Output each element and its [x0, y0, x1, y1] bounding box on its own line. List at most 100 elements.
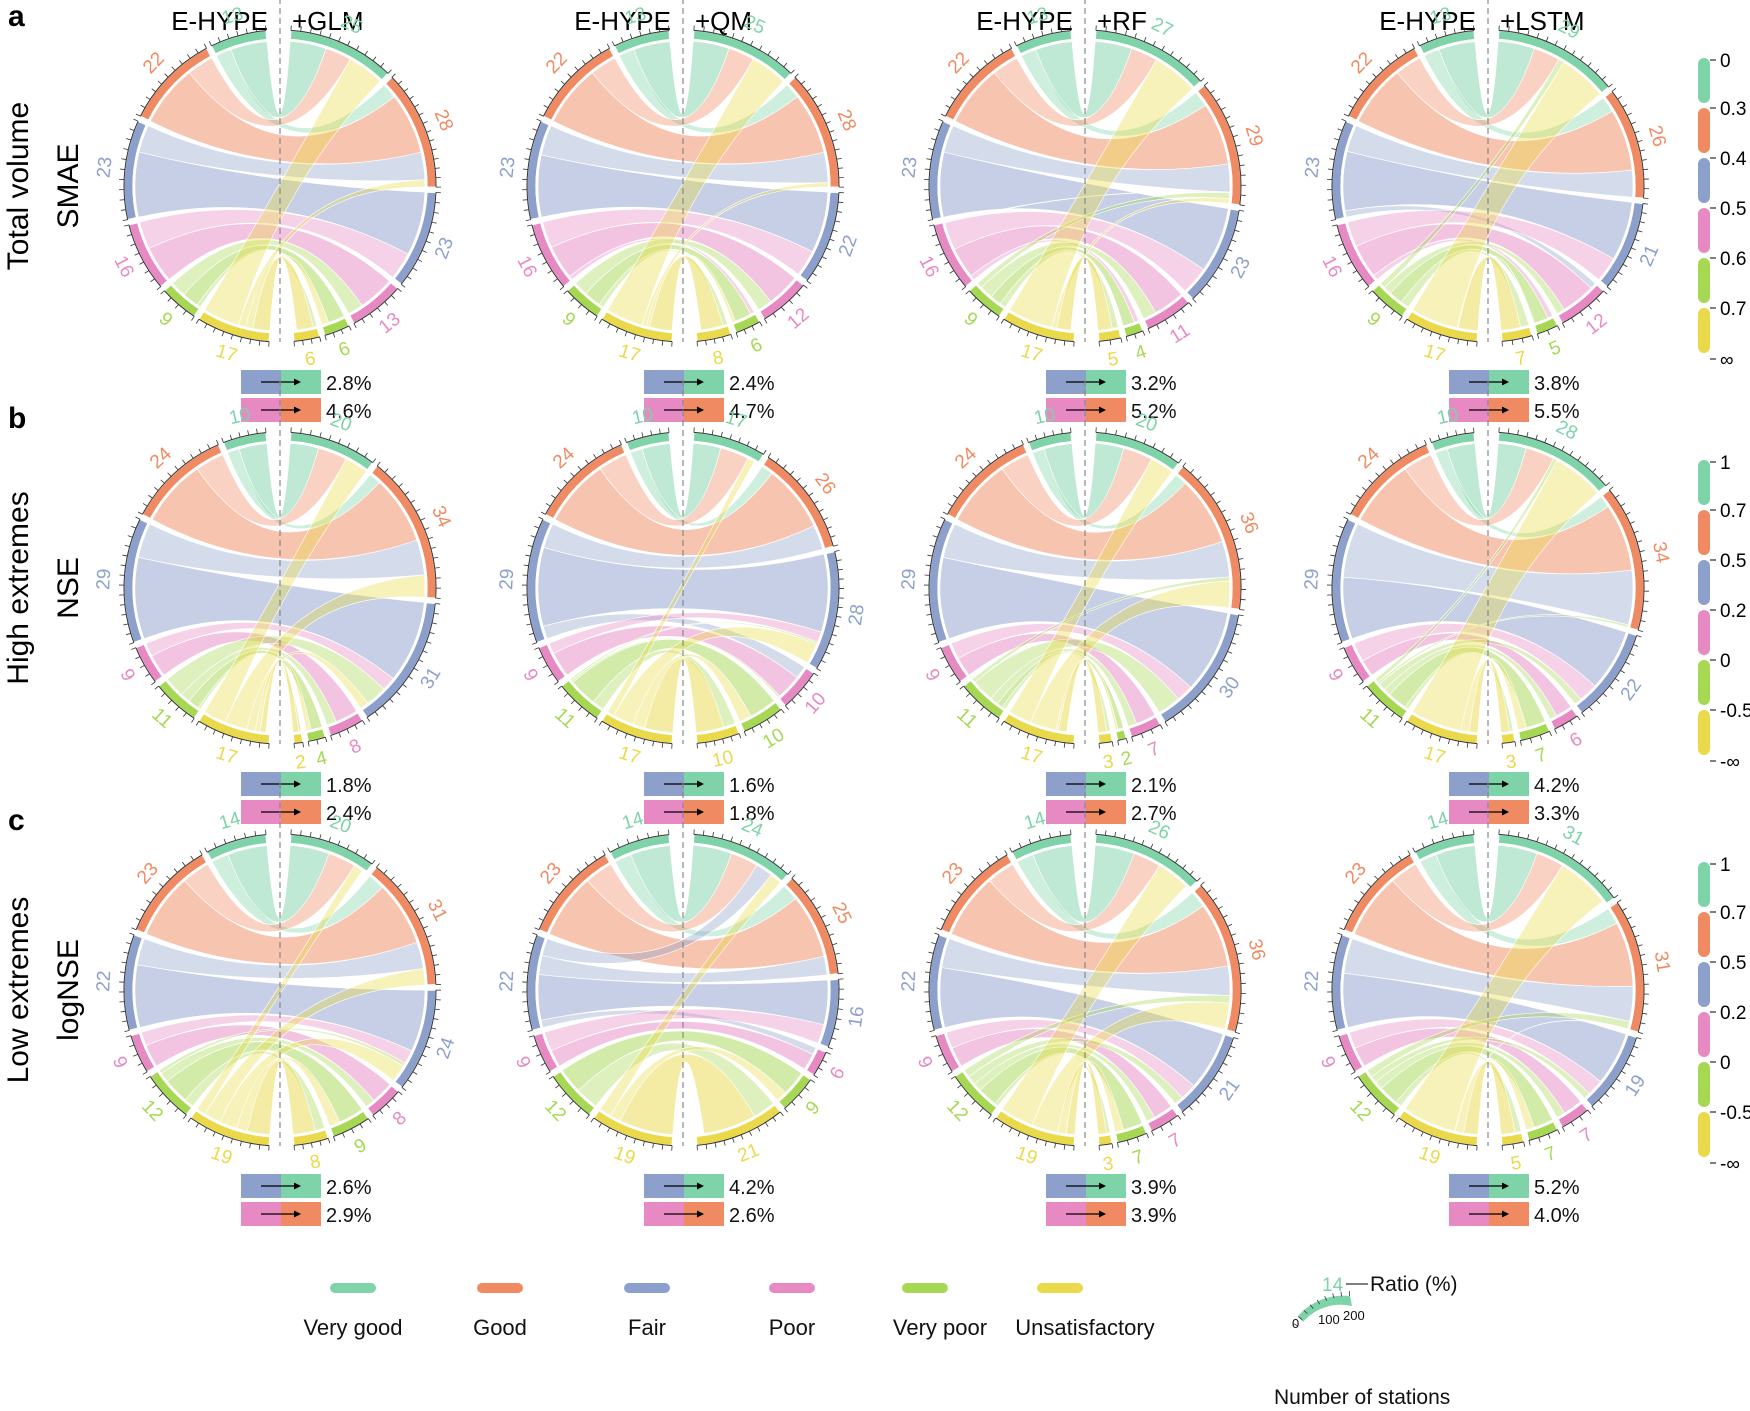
rim-tick — [1231, 933, 1236, 936]
rim-tick — [319, 30, 322, 36]
rim-tick — [379, 1109, 384, 1115]
ribbon-4-4 — [166, 1041, 363, 1123]
segment-count-label: 17 — [1421, 340, 1448, 366]
arc-inner-edge — [132, 937, 144, 1029]
rim-tick — [938, 118, 944, 122]
segment-count-label: 9 — [913, 1053, 936, 1071]
rim-line — [211, 30, 267, 47]
arc-inner-edge — [1608, 907, 1636, 1030]
rim-tick — [524, 961, 530, 964]
rim-tick — [1403, 1122, 1407, 1128]
rim-tick — [555, 1084, 560, 1089]
rim-tick — [555, 891, 560, 895]
rim-line — [1117, 737, 1127, 742]
rim-tick — [401, 1087, 407, 1091]
ratio-value: 5.2% — [1131, 401, 1177, 423]
rim-tick — [1352, 270, 1358, 274]
ratio-poor-to-good: 4.0% — [1449, 1202, 1580, 1227]
rim-line — [1098, 1143, 1113, 1146]
rim-tick — [1120, 337, 1123, 343]
rim-tick — [934, 932, 940, 936]
arc-inner-edge — [1340, 522, 1358, 640]
ribbon-0-1 — [614, 854, 796, 937]
rim-tick — [705, 340, 707, 346]
rim-tick — [523, 1010, 529, 1013]
rim-tick — [1508, 830, 1510, 836]
segment-count-label: 10 — [227, 404, 252, 429]
rim-tick — [730, 334, 733, 340]
arc-inner-edge — [1095, 440, 1174, 472]
rim-line — [806, 192, 840, 282]
ribbon-1-0 — [587, 853, 758, 932]
ribbon-2-1 — [943, 125, 1231, 193]
rim-tick — [522, 604, 528, 606]
rim-tick — [1164, 319, 1169, 325]
rim-tick — [1063, 742, 1066, 748]
rim-tick — [385, 1103, 390, 1109]
rim-tick — [324, 335, 327, 341]
rim-tick — [955, 278, 960, 283]
arc-inner-edge — [807, 553, 831, 665]
arc-inner-edge — [962, 1070, 998, 1108]
rim-tick — [763, 449, 767, 455]
rim-tick — [729, 434, 732, 440]
rim-tick — [772, 313, 777, 318]
rim-tick — [1625, 1062, 1631, 1066]
rim-tick — [1229, 528, 1235, 531]
rim-tick — [1457, 339, 1460, 345]
rim-tick — [131, 927, 137, 931]
rim-tick — [1381, 868, 1386, 873]
rim-tick — [1364, 286, 1370, 291]
ribbon-5-1 — [238, 179, 426, 328]
rim-tick — [1223, 659, 1229, 663]
ribbons — [939, 443, 1231, 733]
rim-tick — [560, 80, 566, 85]
rim-tick — [221, 331, 225, 337]
arc-inner-edge — [758, 278, 797, 312]
rim-tick — [1134, 435, 1137, 441]
rim-line — [330, 720, 363, 737]
rim-tick — [818, 1067, 823, 1071]
rim-tick — [1587, 865, 1591, 871]
rim-tick — [133, 118, 139, 122]
ribbon-4-1 — [1377, 614, 1629, 685]
rim-tick — [722, 336, 725, 342]
rim-tick — [757, 1126, 761, 1132]
rim-tick — [836, 211, 842, 213]
rim-tick — [1331, 148, 1337, 151]
arc-inner-edge — [132, 522, 150, 640]
arrow-right-icon — [294, 780, 301, 788]
rim-tick — [601, 448, 605, 454]
arc-inner-edge — [1098, 731, 1111, 735]
rim-tick — [1327, 168, 1333, 170]
ribbon-4-2 — [974, 638, 1179, 713]
rim-tick — [389, 698, 394, 703]
row-label-metric: SMAE — [52, 143, 85, 228]
rim-tick — [720, 431, 723, 437]
arc-inner-edge — [215, 39, 267, 56]
rim-tick — [1570, 1121, 1575, 1127]
rim-tick — [1327, 604, 1333, 606]
rim-line — [945, 47, 1012, 117]
scale-tick-label: 0.2 — [1720, 601, 1746, 622]
rim-tick — [1060, 26, 1062, 32]
rim-tick — [629, 33, 633, 39]
legend-swatch-4 — [902, 1283, 948, 1293]
rim-tick — [1182, 864, 1187, 869]
arc-inner-edge — [1192, 890, 1233, 1030]
rim-tick — [1213, 676, 1218, 680]
ribbons — [537, 41, 829, 331]
rim-line — [526, 934, 538, 1031]
rim-tick — [406, 275, 412, 280]
arc-inner-edge — [777, 1073, 804, 1102]
rim-line — [928, 120, 944, 220]
arc-inner-edge — [132, 124, 148, 218]
rim-tick — [328, 435, 332, 441]
rim-tick — [1466, 340, 1469, 346]
segment-count-label: 17 — [213, 742, 240, 768]
rim-tick — [173, 868, 178, 873]
arc-inner-edge — [942, 222, 974, 282]
ratio-value: 4.7% — [729, 401, 775, 423]
scale-seg-2 — [1698, 962, 1710, 1007]
